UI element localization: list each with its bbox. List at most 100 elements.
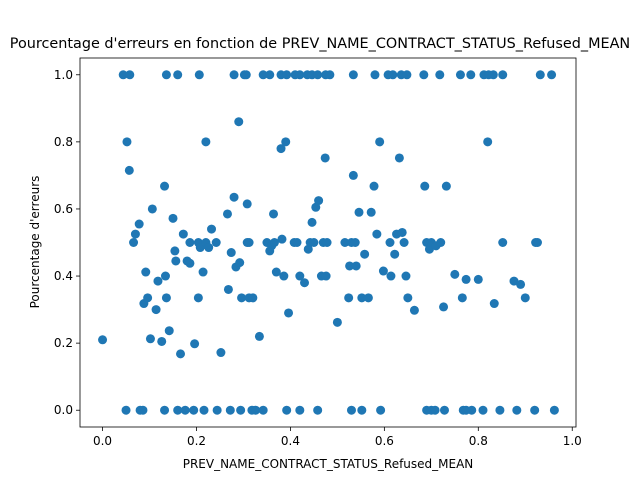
data-point [357, 293, 367, 303]
data-point [350, 238, 360, 247]
data-point [300, 278, 310, 288]
data-point [478, 405, 488, 415]
data-point [385, 238, 395, 247]
data-point [457, 293, 467, 303]
data-point [340, 238, 350, 247]
data-point [157, 336, 167, 346]
data-point [313, 70, 323, 80]
data-point [170, 246, 180, 256]
data-point [121, 405, 131, 415]
data-point [420, 181, 430, 191]
data-point [354, 207, 364, 217]
data-point [118, 70, 128, 80]
data-point [98, 335, 108, 345]
data-point [143, 293, 153, 303]
data-point [295, 70, 305, 80]
data-point [439, 302, 449, 312]
data-point [348, 70, 358, 80]
data-point [161, 293, 171, 303]
data-point [372, 229, 382, 239]
data-point [242, 199, 252, 209]
data-point [386, 271, 396, 281]
data-point [436, 238, 446, 247]
data-point [160, 271, 170, 281]
data-point [351, 261, 361, 271]
plot-frame [79, 57, 577, 428]
data-point [122, 137, 132, 147]
data-point [258, 70, 268, 80]
data-point [265, 70, 275, 80]
data-point [124, 165, 134, 175]
data-point [455, 70, 465, 80]
data-point [185, 258, 195, 268]
data-point [369, 181, 379, 191]
x-tick-label: 0.4 [281, 434, 300, 448]
data-point [216, 348, 226, 358]
data-point [309, 238, 319, 247]
data-point [222, 209, 232, 219]
data-point [190, 339, 200, 349]
data-point [450, 269, 460, 279]
data-point [171, 256, 181, 266]
data-point [130, 229, 140, 239]
data-point [388, 70, 398, 80]
data-point [160, 181, 170, 191]
data-point [344, 293, 354, 303]
data-point [223, 284, 233, 294]
x-tick-label: 0.8 [469, 434, 488, 448]
data-point [161, 70, 171, 80]
data-point [226, 248, 236, 258]
y-axis-label: Pourcentage d'erreurs [28, 176, 42, 309]
data-point [125, 70, 135, 80]
data-point [320, 153, 330, 163]
data-point [279, 271, 289, 281]
data-point [512, 405, 522, 415]
x-axis-ticks: 0.0 0.2 0.4 0.6 0.8 1.0 [93, 427, 582, 448]
data-point [547, 70, 557, 80]
data-point [473, 274, 483, 284]
data-point [201, 137, 211, 147]
data-point [483, 137, 493, 147]
x-tick-label: 0.0 [93, 434, 112, 448]
data-point [277, 234, 287, 244]
data-point [145, 334, 155, 344]
data-point [193, 293, 203, 303]
data-point [258, 405, 268, 415]
data-point [225, 405, 235, 415]
data-point [178, 229, 188, 239]
data-point [439, 405, 449, 415]
data-point [402, 70, 412, 80]
data-point [394, 153, 404, 163]
data-point [147, 204, 157, 214]
data-point [313, 405, 323, 415]
data-point [348, 170, 358, 180]
data-point [370, 70, 380, 80]
data-point [390, 249, 400, 259]
data-point [138, 405, 148, 415]
data-point [234, 117, 244, 127]
data-point [332, 317, 342, 327]
data-point [276, 144, 286, 154]
data-point [360, 249, 370, 259]
data-point [441, 181, 451, 191]
data-point [516, 279, 526, 289]
data-point [194, 70, 204, 80]
data-point [141, 267, 151, 277]
data-point [403, 293, 413, 303]
data-point [173, 70, 183, 80]
data-point [236, 405, 246, 415]
data-point [401, 271, 411, 281]
data-point [160, 405, 170, 415]
x-tick-label: 1.0 [563, 434, 582, 448]
data-point [284, 308, 294, 318]
data-point [173, 405, 183, 415]
data-point [269, 209, 279, 219]
y-tick-label: 1.0 [54, 68, 73, 82]
x-tick-label: 0.6 [375, 434, 394, 448]
data-point [176, 349, 186, 359]
chart-title: Pourcentage d'erreurs en fonction de PRE… [10, 36, 630, 52]
data-point [322, 238, 332, 247]
data-point [345, 261, 355, 271]
data-point [281, 137, 291, 147]
